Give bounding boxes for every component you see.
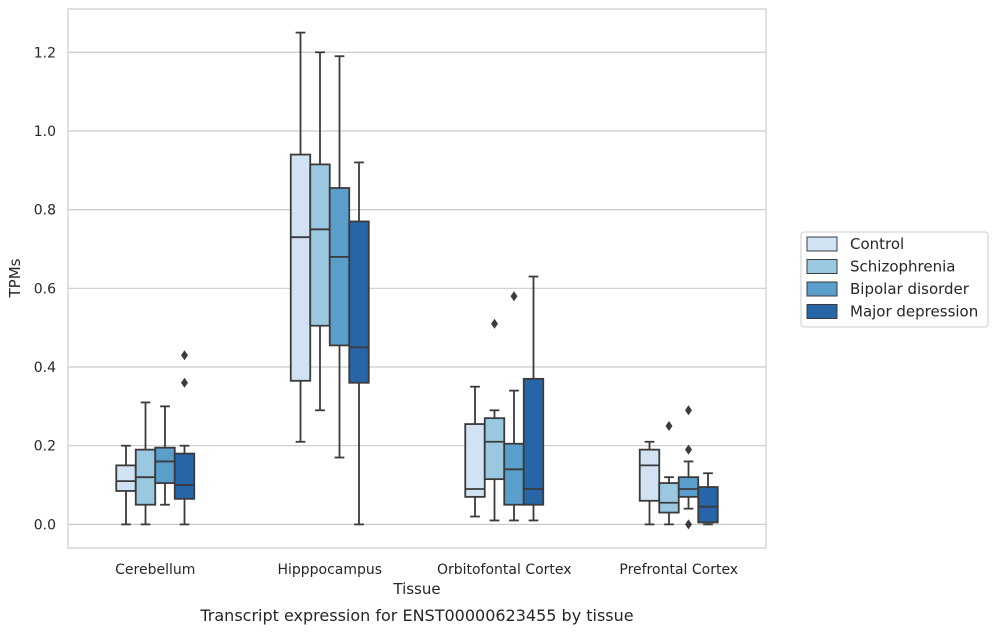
box-schizophrenia [309, 51, 331, 412]
box-control [638, 440, 661, 526]
iqr-box [677, 476, 700, 498]
iqr-box [289, 153, 312, 382]
box-schizophrenia [658, 421, 680, 526]
iqr-box [348, 220, 370, 384]
iqr-box [697, 486, 719, 524]
box-major-depression [522, 275, 545, 522]
outlier-point [685, 444, 692, 455]
y-tick-label: 1.2 [34, 45, 56, 61]
iqr-box [328, 187, 351, 347]
iqr-box [154, 446, 176, 484]
outlier-point [181, 377, 188, 388]
box-schizophrenia [134, 401, 157, 526]
legend-label: Major depression [850, 303, 978, 321]
x-axis-label: Tissue [392, 580, 440, 598]
y-tick-label: 1.0 [34, 124, 56, 140]
iqr-box [483, 417, 506, 481]
box-bipolar-disorder [154, 405, 176, 506]
box-bipolar-disorder [328, 55, 351, 459]
box-major-depression [348, 161, 370, 526]
x-tick-label: Cerebellum [115, 562, 195, 578]
outlier-point [665, 421, 673, 432]
legend: Control Schizophrenia Bipolar disorder Majo… [800, 231, 989, 328]
y-tick-label: 0.2 [34, 439, 56, 455]
legend-swatch [806, 259, 838, 274]
outlier-point [181, 350, 188, 361]
boxes [115, 31, 719, 530]
x-tick-label: Hipppocampus [277, 562, 382, 578]
chart-caption: Transcript expression for ENST0000062345… [199, 606, 633, 625]
legend-label: Bipolar disorder [850, 280, 970, 298]
x-tick-labels: Cerebellum Hipppocampus Orbitofontal Corte… [115, 562, 738, 578]
legend-label: Control [850, 235, 904, 253]
iqr-box [173, 452, 196, 500]
iqr-box [309, 163, 331, 327]
y-axis-label: TPMs [6, 258, 24, 298]
box-schizophrenia [483, 318, 506, 522]
iqr-box [464, 423, 486, 498]
box-major-depression [697, 472, 719, 526]
box-control [115, 444, 137, 526]
legend-frame [800, 231, 989, 328]
x-tick-label: Orbitofontal Cortex [437, 562, 572, 578]
legend-swatch [806, 304, 838, 319]
legend-swatch [806, 281, 838, 297]
box-major-depression [173, 350, 196, 526]
iqr-box [503, 442, 525, 506]
outlier-point [685, 519, 692, 530]
outlier-point [685, 405, 692, 416]
iqr-box [522, 377, 545, 506]
box-control [464, 385, 486, 518]
y-tick-label: 0.6 [34, 281, 56, 297]
legend-swatch [806, 236, 838, 252]
iqr-box [638, 448, 661, 502]
box-bipolar-disorder [503, 291, 525, 522]
y-tick-label: 0.4 [34, 360, 56, 376]
iqr-box [658, 482, 680, 514]
outlier-point [510, 291, 518, 302]
y-tick-label: 0.0 [34, 517, 56, 533]
box-control [289, 31, 312, 443]
box-bipolar-disorder [677, 405, 700, 530]
y-tick-label: 0.8 [34, 203, 56, 219]
legend-label: Schizophrenia [850, 258, 955, 276]
iqr-box [115, 464, 137, 492]
outlier-point [491, 318, 498, 329]
x-tick-label: Prefrontal Cortex [619, 562, 738, 578]
y-tick-labels: 0.0 0.2 0.4 0.6 0.8 1.0 1.2 [34, 45, 56, 533]
plot-frame [67, 8, 767, 549]
